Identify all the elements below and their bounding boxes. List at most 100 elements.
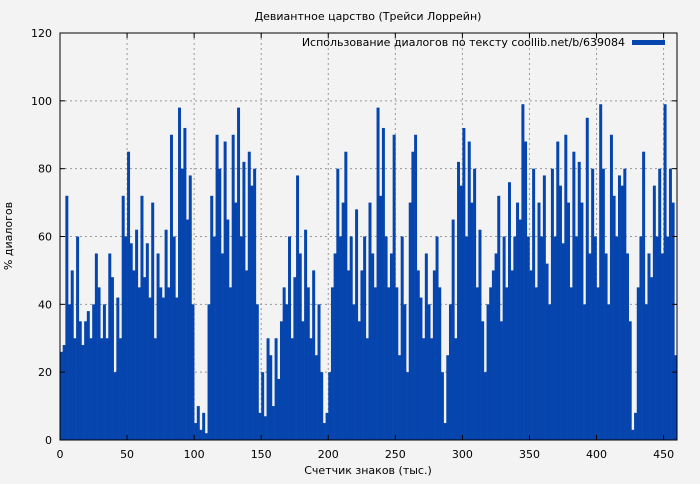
bar — [293, 277, 297, 440]
y-axis-label: % диалогов — [2, 202, 15, 270]
bar — [427, 304, 431, 440]
bar — [599, 104, 603, 440]
bar — [650, 277, 654, 440]
bar — [585, 117, 589, 441]
x-axis-label: Счетчик знаков (тыс.) — [304, 464, 432, 477]
bar — [400, 236, 404, 440]
legend-swatch — [632, 40, 665, 45]
bar — [636, 287, 640, 440]
bar — [349, 236, 353, 440]
bar — [591, 168, 595, 440]
bar — [505, 287, 509, 440]
x-tick-label: 250 — [385, 448, 406, 461]
bar — [285, 304, 289, 440]
bar — [78, 321, 82, 440]
bar — [183, 127, 187, 440]
bar — [526, 236, 530, 440]
bar — [462, 127, 466, 440]
bar — [161, 297, 165, 440]
bar — [668, 168, 672, 440]
bar — [178, 107, 182, 440]
bar — [481, 321, 485, 440]
bar — [127, 151, 131, 441]
bar — [191, 304, 195, 440]
bar — [422, 338, 426, 440]
bar — [411, 151, 415, 441]
bar — [137, 287, 141, 440]
bar — [309, 338, 313, 440]
y-tick-label: 80 — [38, 163, 52, 176]
bar — [288, 236, 292, 440]
bar — [344, 151, 348, 441]
bar — [145, 243, 149, 440]
bar — [473, 168, 477, 440]
bar — [467, 141, 471, 441]
bar — [478, 229, 482, 440]
bar — [443, 423, 447, 440]
bar — [542, 175, 546, 440]
bar — [164, 229, 168, 440]
bar — [623, 168, 627, 440]
bar — [419, 297, 423, 440]
bar — [333, 253, 337, 440]
bar — [274, 338, 278, 440]
bar — [68, 304, 72, 440]
bar — [70, 270, 74, 440]
bar — [196, 406, 200, 440]
bar — [116, 297, 120, 440]
bar — [218, 168, 222, 440]
bar — [194, 423, 198, 440]
bar — [631, 429, 635, 440]
ticks: 0 20 40 60 80 100 120 0 50 100 150 200 250 300 350 400 4… — [31, 27, 677, 461]
bar — [483, 372, 487, 440]
bar — [516, 202, 520, 440]
bar — [446, 355, 450, 440]
bar — [440, 372, 444, 440]
bar — [186, 219, 190, 440]
bar — [663, 104, 667, 440]
bar — [102, 304, 106, 440]
bar — [330, 287, 334, 440]
bar — [277, 378, 281, 440]
legend-label: Использование диалогов по тексту coollib… — [302, 36, 625, 49]
bar — [626, 253, 630, 440]
bar — [465, 236, 469, 440]
bar — [545, 263, 549, 440]
bar — [250, 185, 254, 440]
bar — [60, 351, 63, 440]
bar — [486, 304, 490, 440]
bar — [575, 236, 579, 440]
bar — [513, 236, 517, 440]
bar — [652, 185, 656, 440]
y-tick-label: 100 — [31, 95, 52, 108]
bar — [550, 168, 554, 440]
bar — [398, 355, 401, 440]
bar — [263, 416, 267, 440]
bar — [336, 168, 340, 440]
bar — [253, 168, 257, 440]
bar — [395, 287, 399, 440]
bar — [612, 195, 616, 440]
bar — [325, 412, 329, 440]
bar — [269, 355, 273, 440]
bar — [583, 304, 587, 440]
bar — [403, 304, 407, 440]
bar — [229, 287, 232, 440]
bar — [593, 236, 597, 440]
bar — [537, 202, 541, 440]
bar — [108, 253, 112, 440]
bar — [239, 236, 243, 440]
bar — [572, 151, 576, 441]
bar — [507, 182, 511, 440]
bar — [180, 168, 184, 440]
bar — [148, 297, 152, 440]
bar — [261, 372, 265, 440]
bar — [172, 236, 176, 440]
bar — [169, 134, 173, 440]
bar — [457, 161, 461, 440]
bar — [532, 168, 536, 440]
bar — [207, 304, 211, 440]
bar — [459, 185, 463, 440]
legend: Использование диалогов по тексту coollib… — [302, 36, 665, 49]
bar — [634, 412, 638, 440]
